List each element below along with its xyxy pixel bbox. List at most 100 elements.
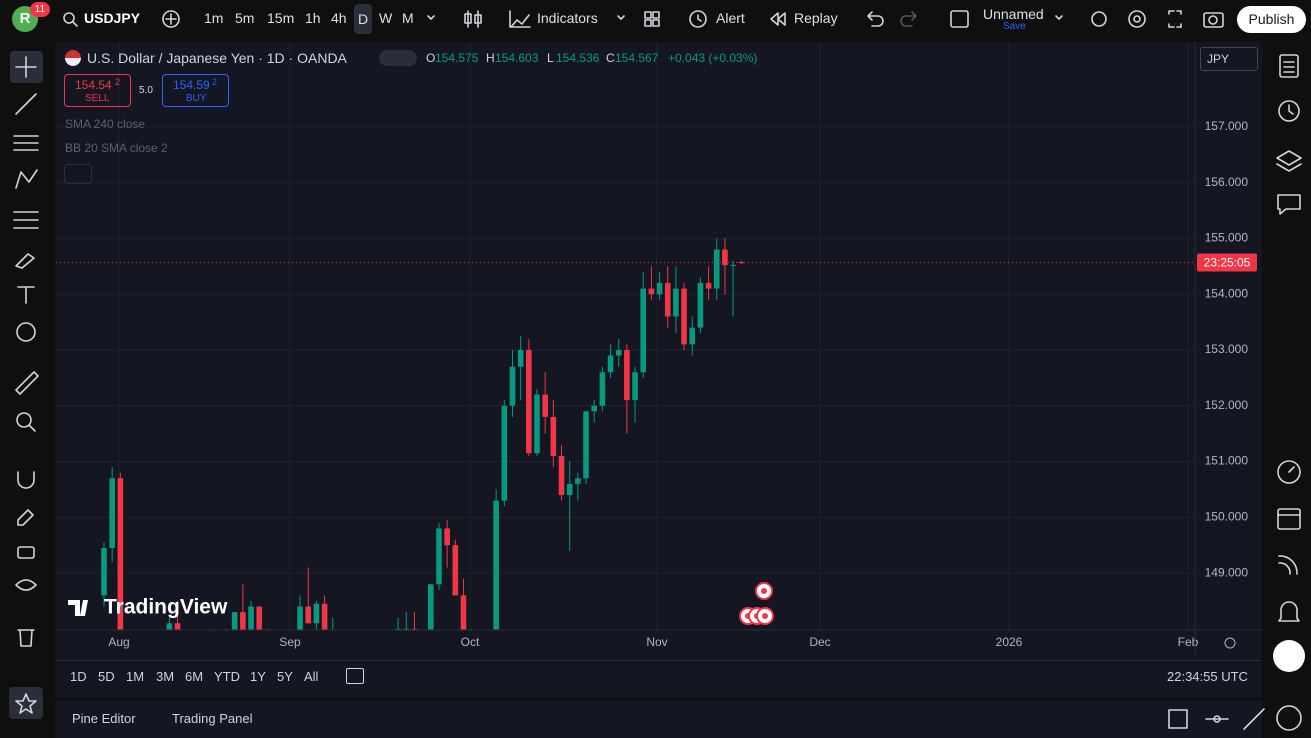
replay-button[interactable]: Replay [794,10,838,26]
left-tool-icons [9,51,43,719]
x-tick-label: Feb [1178,635,1199,649]
currency-selector[interactable]: JPY [1200,47,1258,71]
candle-body [656,283,663,295]
range-button[interactable]: 1D [70,669,87,684]
layout-name[interactable]: Unnamed [983,6,1044,22]
candle-body [493,500,499,630]
indicators-button[interactable]: Indicators [537,10,598,26]
sell-box[interactable] [64,74,131,107]
time-display: 22:34:55 UTC [1167,669,1248,684]
candle-body [526,349,532,454]
layout-save: Save [1003,21,1026,32]
candle-body [183,640,189,662]
bottom-tab[interactable]: Trading Panel [172,711,253,726]
right-tool-icons [1273,54,1305,731]
candle-body [664,283,671,317]
interval-button[interactable]: D [354,4,373,34]
candle-body [485,662,491,668]
symbol[interactable]: USDJPY [84,10,141,26]
candle-body [599,372,606,406]
candle-body [191,646,197,663]
interval-button[interactable]: W [379,10,393,26]
bottom-panel [55,700,1262,738]
range-button[interactable]: YTD [214,669,240,684]
candle-body [330,657,336,663]
indicator-label: SMA 240 close [65,117,146,131]
candle-body [542,394,548,417]
range-button[interactable]: 1Y [250,669,266,684]
buy-label: BUY [186,93,207,104]
candle-body [607,355,614,373]
candle-body [566,483,573,495]
interval-button[interactable]: 4h [331,10,347,26]
candle-body [477,668,483,679]
x-tick-label: 2026 [996,635,1023,649]
collapse-button[interactable] [64,164,92,184]
range-button[interactable]: 1M [126,669,145,684]
candle-body [297,606,303,630]
ohlc-key: L [547,51,554,65]
publish-button[interactable]: Publish [1237,6,1306,33]
interval-button[interactable]: 15m [267,10,295,26]
y-tick-label: 151.000 [1205,454,1249,468]
candle-body [403,628,410,630]
buy-box[interactable] [162,74,229,107]
candle-body [346,657,352,663]
spread: 5.0 [139,85,153,96]
event-dot [761,588,767,594]
candle-body [379,662,385,690]
event-dot [762,613,768,619]
range-button[interactable]: 3M [156,669,175,684]
candle-body [207,640,213,673]
range-button[interactable]: 5Y [277,669,293,684]
candle-body [216,640,222,651]
candle-body [738,262,745,264]
candle-body [575,478,581,484]
change: +0.043 (+0.03%) [668,51,758,65]
right-toolbar [1265,42,1311,738]
candle-body [313,603,320,624]
range-button[interactable]: 5D [98,669,115,684]
candle-body [101,547,107,596]
chart-labels: 149.000 150.000 151.000 152.000 153.000 154.0… [56,42,1262,656]
y-tick-label: 155.000 [1205,231,1249,245]
buy-pipette: 2 [212,77,218,87]
badge: 11 [30,2,50,17]
x-tick-label: Nov [646,635,667,649]
interval-button[interactable]: 5m [235,10,255,26]
range-bar-panel [55,660,1262,697]
candle-body [305,606,312,624]
candle-body [150,662,156,684]
interval-button[interactable]: M [402,10,414,26]
y-tick-label: 154.000 [1205,286,1249,300]
countdown: 23:25:05 [1204,256,1251,270]
x-tick-label: Sep [279,635,301,649]
candle-body [624,349,630,401]
axis-settings [1224,637,1236,649]
candle-body [224,651,230,668]
candle-body [371,646,377,663]
candle-body [395,628,401,630]
candle-body [558,455,565,495]
interval-button[interactable]: 1h [305,10,321,26]
candle-body [632,372,638,401]
x-tick-label: Aug [108,635,129,649]
bottom-tab[interactable]: Pine Editor [72,711,136,726]
sell-pipette: 2 [115,77,121,87]
status-pill [379,50,417,66]
y-tick-label: 153.000 [1205,342,1249,356]
range-button[interactable]: 6M [185,669,204,684]
candle-body [509,366,516,406]
range-button[interactable]: All [304,669,319,684]
candle-body [648,288,655,295]
candle-body [452,545,459,596]
alert-button[interactable]: Alert [716,10,745,26]
candle-body [722,249,728,266]
candle-body [321,603,328,630]
x-tick-label: Oct [461,635,480,649]
ohlc-value: 154.567 [615,51,659,65]
ohlc-key: O [426,51,436,65]
interval-button[interactable]: 1m [204,10,224,26]
